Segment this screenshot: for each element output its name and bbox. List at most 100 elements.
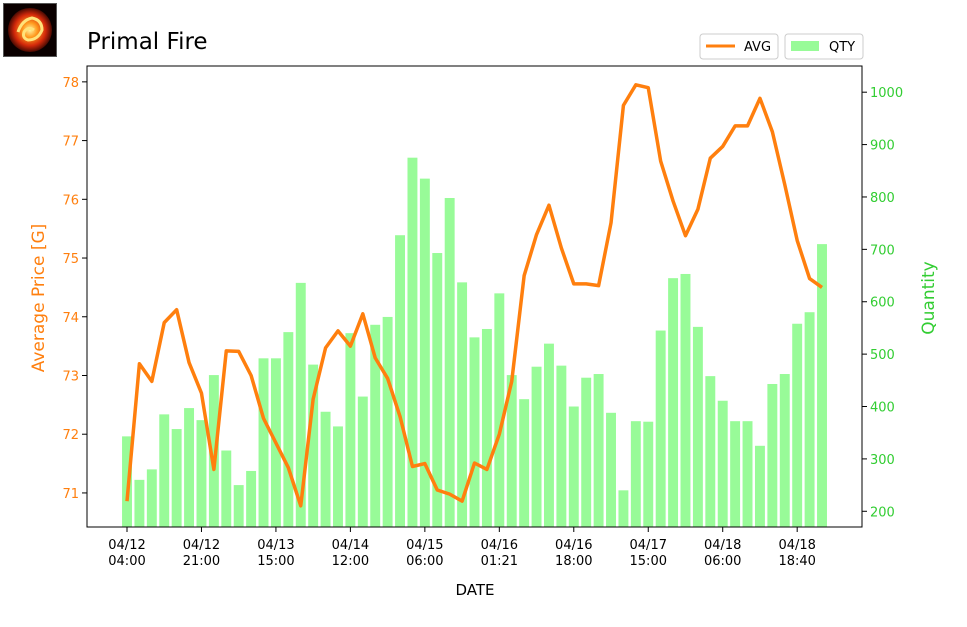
x-tick-label: 04/12 04:00 xyxy=(108,538,145,569)
right-tick-label: 500 xyxy=(870,348,895,363)
qty-bar xyxy=(221,450,232,527)
qty-bar xyxy=(295,282,306,527)
plot-frame xyxy=(86,65,863,528)
qty-bar xyxy=(407,157,418,527)
qty-bar xyxy=(444,198,455,527)
qty-bar xyxy=(643,421,654,527)
qty-bar xyxy=(581,377,592,527)
qty-bar xyxy=(146,469,157,528)
qty-bar xyxy=(544,343,554,527)
qty-bar xyxy=(717,400,728,527)
x-tick-label: 04/16 01:21 xyxy=(481,538,518,569)
qty-bar xyxy=(320,411,331,527)
x-tick-label: 04/15 06:00 xyxy=(406,538,443,569)
qty-bar xyxy=(432,253,443,527)
qty-bar xyxy=(655,330,666,527)
legend-label-avg: AVG xyxy=(744,40,771,55)
qty-bar xyxy=(357,396,368,527)
qty-bar xyxy=(308,364,319,527)
qty-bar xyxy=(494,293,505,527)
right-tick-label: 1000 xyxy=(870,86,903,101)
qty-bar xyxy=(333,426,343,527)
avg-line xyxy=(125,83,824,508)
right-axis: 200 300 400 500 600 700 800 900 1000 xyxy=(862,86,903,520)
qty-bar xyxy=(134,479,145,527)
qty-bar xyxy=(668,278,679,527)
qty-bar xyxy=(457,282,468,527)
x-tick-label: 04/13 15:00 xyxy=(257,538,294,569)
qty-bar xyxy=(606,412,616,527)
qty-bar xyxy=(246,470,257,527)
qty-bar xyxy=(804,312,815,527)
right-tick-label: 800 xyxy=(870,191,895,206)
legend-item-qty: QTY xyxy=(784,33,864,60)
qty-bar xyxy=(817,244,827,528)
right-tick-label: 700 xyxy=(870,243,895,258)
x-tick-label: 04/16 18:00 xyxy=(555,538,592,569)
qty-bar xyxy=(730,421,741,527)
left-tick-label: 74 xyxy=(62,311,79,326)
qty-bar xyxy=(742,421,753,527)
qty-bar xyxy=(506,375,517,527)
item-icon xyxy=(3,3,57,57)
legend-label-qty: QTY xyxy=(829,40,855,55)
legend-item-avg: AVG xyxy=(699,33,779,60)
avg-line-layer xyxy=(125,83,824,508)
left-tick-label: 72 xyxy=(62,428,79,443)
qty-bar xyxy=(184,408,195,527)
chart-title: Primal Fire xyxy=(87,29,208,55)
x-tick-label: 04/18 06:00 xyxy=(704,538,741,569)
y-axis-label-left: Average Price [G] xyxy=(29,224,49,373)
x-tick-label: 04/14 12:00 xyxy=(332,538,369,569)
qty-bar xyxy=(519,399,530,527)
qty-bar xyxy=(680,273,691,527)
y-axis-label-right: Quantity xyxy=(919,261,939,334)
x-axis: 04/12 04:00 04/12 21:00 04/13 15:00 04/14 12:00… xyxy=(108,527,816,569)
qty-bar xyxy=(283,332,294,527)
qty-bar xyxy=(419,178,430,527)
qty-bar xyxy=(171,429,182,527)
qty-bars xyxy=(122,157,827,528)
left-tick-label: 77 xyxy=(62,135,79,150)
left-tick-label: 75 xyxy=(62,252,79,267)
x-tick-label: 04/17 15:00 xyxy=(630,538,667,569)
qty-bar xyxy=(258,358,269,527)
qty-bar xyxy=(779,374,790,527)
qty-bar xyxy=(345,333,356,527)
qty-bar xyxy=(382,316,393,527)
qty-bar xyxy=(556,365,567,527)
x-tick-label: 04/18 18:40 xyxy=(778,538,815,569)
qty-bar xyxy=(469,337,480,527)
legend-swatch-qty xyxy=(791,41,819,51)
qty-bar xyxy=(196,420,207,527)
qty-bar xyxy=(618,490,629,527)
right-tick-label: 600 xyxy=(870,296,895,311)
qty-bar xyxy=(692,326,703,527)
qty-bar xyxy=(568,406,579,527)
qty-bar xyxy=(630,421,641,527)
qty-bar xyxy=(233,485,244,527)
qty-bar xyxy=(792,323,803,527)
left-tick-label: 76 xyxy=(62,193,79,208)
right-tick-label: 900 xyxy=(870,139,895,154)
qty-bar xyxy=(531,366,542,527)
qty-bar xyxy=(395,235,405,527)
qty-bar xyxy=(593,374,604,527)
qty-bar xyxy=(370,324,381,527)
x-tick-label: 04/12 21:00 xyxy=(183,538,220,569)
right-tick-label: 300 xyxy=(870,453,895,468)
qty-bar xyxy=(767,383,778,527)
right-tick-label: 200 xyxy=(870,505,895,520)
left-axis: 71 72 73 74 75 76 77 78 xyxy=(62,76,87,502)
left-tick-label: 73 xyxy=(62,369,79,384)
left-tick-label: 78 xyxy=(62,76,79,91)
right-tick-label: 400 xyxy=(870,401,895,416)
left-tick-label: 71 xyxy=(62,487,79,502)
qty-bar xyxy=(481,328,492,527)
x-axis-label: DATE xyxy=(455,581,494,599)
qty-bar xyxy=(754,445,765,527)
legend: AVG QTY xyxy=(699,33,864,60)
qty-bar xyxy=(705,376,716,527)
qty-bar xyxy=(159,414,170,527)
